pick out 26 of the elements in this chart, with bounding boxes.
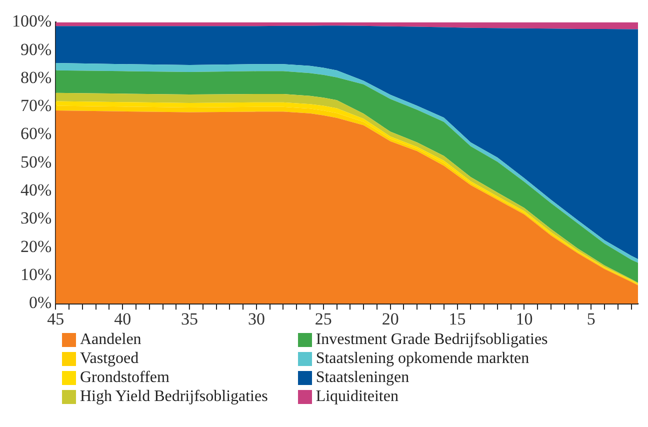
legend-label: Investment Grade Bedrijfsobligaties — [316, 330, 548, 349]
y-tick-label: 10% — [20, 264, 52, 284]
y-tick-label: 50% — [20, 152, 52, 172]
x-tick-label: 35 — [181, 309, 198, 328]
legend-label: Staatslening opkomende markten — [316, 349, 530, 368]
legend-label: High Yield Bedrijfsobligaties — [80, 387, 268, 406]
y-tick-label: 80% — [20, 68, 52, 87]
x-tick-label: 5 — [586, 309, 596, 328]
x-tick-label: 40 — [114, 309, 132, 328]
y-tick-label: 20% — [20, 236, 52, 256]
x-tick-label: 10 — [516, 309, 533, 328]
y-tick-label: 90% — [20, 40, 52, 59]
y-tick-label: 70% — [20, 96, 52, 116]
y-tick-label: 40% — [20, 180, 52, 200]
x-tick-label: 25 — [314, 309, 332, 328]
legend-label: Liquiditeiten — [316, 387, 398, 406]
legend-label: Grondstoffem — [80, 368, 170, 387]
x-tick-label: 30 — [248, 309, 265, 328]
y-tick-label: 60% — [20, 124, 52, 144]
legend-label: Vastgoed — [80, 349, 139, 368]
x-tick-label: 20 — [382, 309, 399, 328]
y-tick-label: 30% — [20, 208, 52, 228]
x-tick-label: 15 — [448, 309, 466, 328]
legend-label: Aandelen — [80, 330, 142, 349]
legend-label: Staatsleningen — [316, 368, 410, 387]
y-tick-label: 100% — [12, 12, 52, 31]
